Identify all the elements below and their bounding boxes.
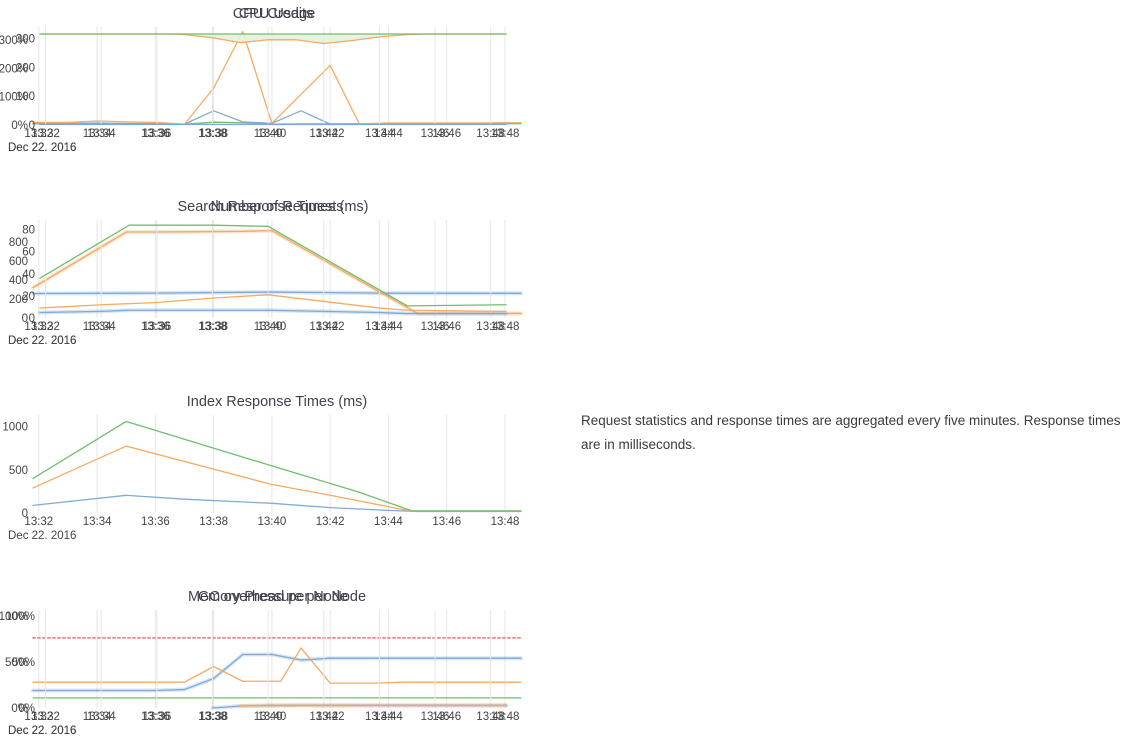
plot-area[interactable] (40, 223, 506, 318)
x-tick-label: 13:36 (142, 711, 171, 723)
x-tick-label: 13:44 (365, 711, 394, 723)
x-tick-label: 13:36 (142, 321, 171, 333)
aggregation-note: Request statistics and response times ar… (581, 409, 1129, 457)
x-tick-label: 13:38 (198, 321, 227, 333)
plot-area[interactable] (33, 418, 521, 513)
y-tick-label: 300 (16, 34, 35, 46)
x-axis-date-label: Dec 22. 2016 (8, 335, 76, 347)
x-tick-label: 13:32 (31, 321, 60, 333)
x-tick-label: 13:42 (316, 516, 345, 528)
x-tick-label: 13:34 (83, 516, 112, 528)
x-tick-label: 13:40 (258, 516, 287, 528)
y-tick-label: 100 (16, 91, 35, 103)
x-tick-label: 13:48 (476, 711, 505, 723)
x-tick-label: 13:44 (365, 128, 394, 140)
x-tick-label: 13:38 (198, 128, 227, 140)
plot-area[interactable] (40, 613, 506, 708)
x-tick-label: 13:34 (87, 321, 116, 333)
x-tick-label: 13:42 (309, 321, 338, 333)
y-tick-label: 1000 (2, 422, 28, 434)
chart-title: CPU Credits (233, 6, 314, 22)
x-tick-label: 13:32 (31, 128, 60, 140)
x-tick-label: 13:38 (198, 711, 227, 723)
y-tick-label: 60 (22, 247, 35, 259)
y-tick-label: 100% (6, 611, 35, 623)
y-tick-label: 20 (22, 291, 35, 303)
y-tick-label: 80 (22, 225, 35, 237)
x-tick-label: 13:46 (432, 516, 461, 528)
x-tick-label: 13:44 (365, 321, 394, 333)
x-tick-label: 13:48 (476, 321, 505, 333)
y-tick-label: 40 (22, 269, 35, 281)
x-axis-date-label: Dec 22. 2016 (8, 725, 76, 737)
chart-canvas: Search Response Times (ms)02040608013:32… (0, 193, 551, 358)
x-tick-label: 13:48 (491, 516, 520, 528)
chart-title: Index Response Times (ms) (187, 394, 368, 410)
x-axis-date-label: Dec 22. 2016 (8, 530, 76, 542)
x-tick-label: 13:48 (476, 128, 505, 140)
x-tick-label: 13:34 (87, 128, 116, 140)
chart-title: Search Response Times (ms) (178, 199, 369, 215)
x-tick-label: 13:40 (254, 128, 283, 140)
y-tick-label: 200 (16, 62, 35, 74)
x-tick-label: 13:32 (31, 711, 60, 723)
x-tick-label: 13:44 (374, 516, 403, 528)
x-axis-date-label: Dec 22. 2016 (8, 142, 76, 154)
x-tick-label: 13:34 (87, 711, 116, 723)
x-tick-label: 13:36 (141, 516, 170, 528)
x-tick-label: 13:46 (421, 128, 450, 140)
x-tick-label: 13:42 (309, 711, 338, 723)
x-tick-label: 13:36 (142, 128, 171, 140)
x-tick-label: 13:40 (254, 711, 283, 723)
x-tick-label: 13:46 (421, 321, 450, 333)
x-tick-label: 13:46 (421, 711, 450, 723)
x-tick-label: 13:38 (199, 516, 228, 528)
plot-area[interactable] (40, 30, 506, 125)
chart-title: GC overhead per Node (198, 589, 348, 605)
x-tick-label: 13:32 (24, 516, 53, 528)
x-tick-label: 13:40 (254, 321, 283, 333)
x-tick-label: 13:42 (309, 128, 338, 140)
y-tick-label: 50% (12, 657, 35, 669)
y-tick-label: 500 (9, 465, 28, 477)
